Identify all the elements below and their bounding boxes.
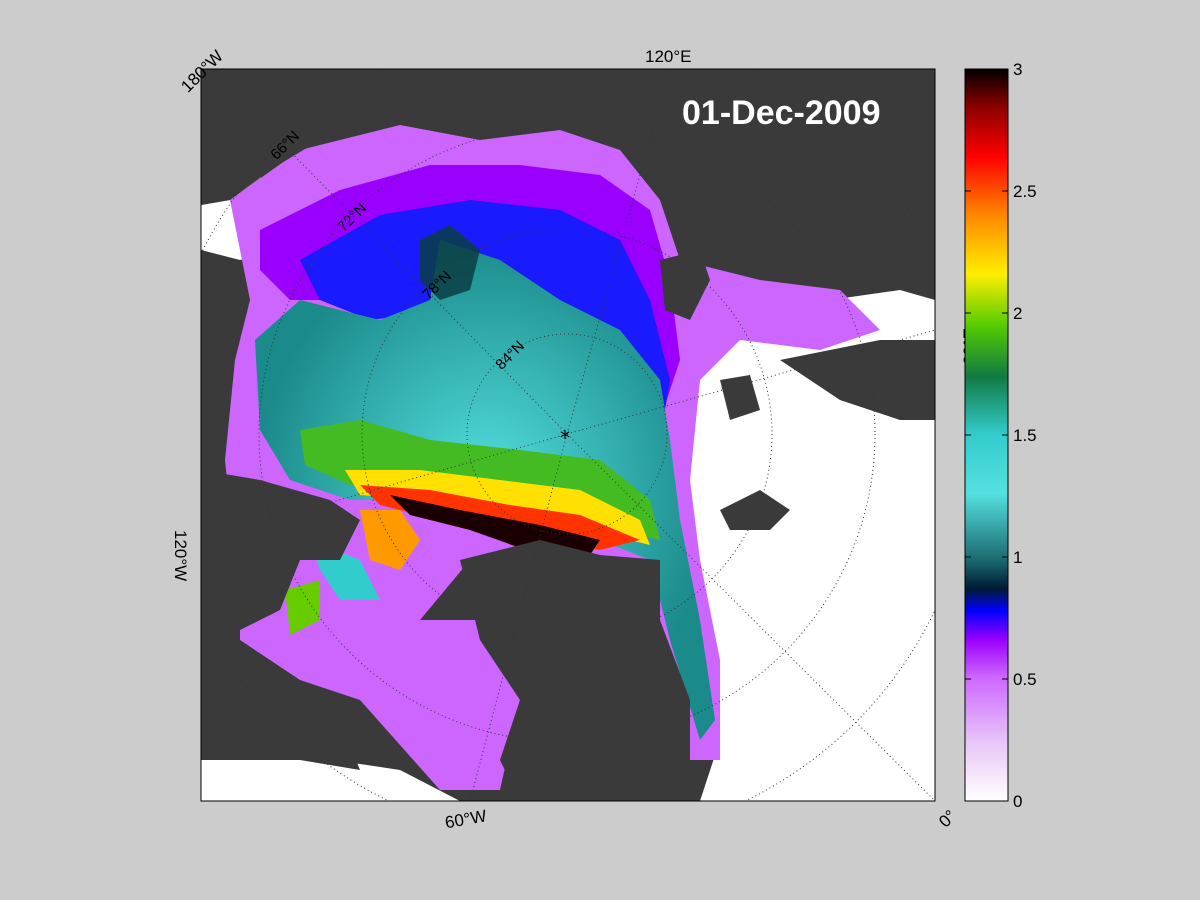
colorbar-tick-2-5: 2.5 [1013,182,1037,201]
ice-archipelago-green [285,580,320,635]
colorbar: 3 2.5 2 1.5 1 0.5 0 [964,60,1037,811]
siberia [590,69,935,290]
ice-thickest [390,495,600,555]
svalbard [720,375,760,420]
novaya-zemlya [660,250,710,320]
graticule [201,69,935,801]
colorbar-ticks [965,68,1008,802]
colorbar-tick-1: 1 [1013,548,1022,567]
lon-label-0: 0° [935,806,960,831]
ice-dark-teal [420,225,480,300]
lon-label-120w: 120°W [171,530,190,581]
date-label: 01-Dec-2009 [682,94,880,132]
north-pole-marker: * [560,426,570,450]
colorbar-tick-2: 2 [1013,304,1022,323]
colorbar-tick-0: 0 [1013,792,1022,811]
map-panel: 66°N 72°N 78°N 84°N * 01-Dec-2009 [201,69,935,801]
lon-label-120e: 120°E [645,47,692,66]
open-ocean-labrador [201,755,460,801]
colorbar-tick-3: 3 [1013,60,1022,79]
greenland [460,540,690,801]
map-frame [200,68,936,802]
lon-label-60w: 60°W [444,806,488,832]
scandinavia [780,340,935,420]
open-ocean-atlantic [680,290,935,801]
colorbar-tick-1-5: 1.5 [1013,426,1037,445]
ice-archipelago-warm [360,510,420,570]
colorbar-gradient [964,68,1009,802]
iceland [720,490,790,530]
canadian-archipelago [201,470,360,770]
alaska [201,69,420,205]
colorbar-tick-0-5: 0.5 [1013,670,1037,689]
ice-blue-band [300,200,670,440]
